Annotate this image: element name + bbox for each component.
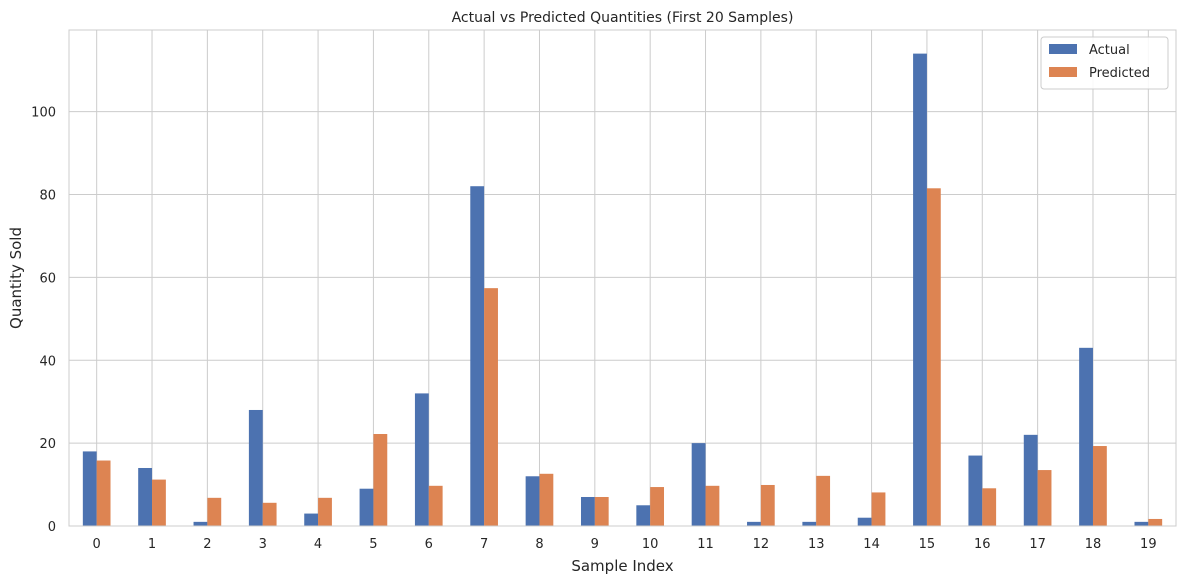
legend-label-actual: Actual [1089,43,1130,58]
y-tick-label: 40 [39,354,56,369]
legend-label-predicted: Predicted [1089,66,1150,81]
legend: Actual Predicted [1040,36,1169,90]
bar-predicted-6 [428,485,443,526]
x-tick-label: 8 [535,537,543,552]
bar-predicted-4 [318,497,332,526]
bar-actual-9 [580,496,595,526]
legend-swatch-actual [1049,44,1077,54]
y-tick-label: 60 [39,271,56,286]
bar-actual-7 [470,186,485,526]
bar-predicted-2 [207,497,222,526]
x-tick-label: 6 [425,537,433,552]
bar-predicted-18 [1092,446,1107,526]
y-tick-label: 100 [31,106,56,121]
bar-actual-10 [636,505,651,526]
x-tick-label: 13 [808,537,825,552]
bar-predicted-19 [1148,518,1163,526]
legend-swatch-predicted [1049,67,1077,77]
y-axis-label: Quantity Sold [7,227,25,329]
bar-predicted-17 [1037,470,1052,526]
chart-title: Actual vs Predicted Quantities (First 20… [452,10,794,26]
bar-actual-3 [248,409,263,526]
bar-actual-2 [193,521,208,526]
x-tick-label: 19 [1140,537,1157,552]
bar-actual-13 [802,521,817,526]
x-tick-label: 11 [697,537,714,552]
y-tick-label: 80 [39,189,56,204]
bar-predicted-8 [539,473,554,526]
x-tick-label: 4 [314,537,322,552]
bar-predicted-9 [594,496,609,526]
x-tick-label: 18 [1085,537,1102,552]
x-tick-label: 3 [259,537,267,552]
x-tick-label: 7 [480,537,488,552]
bar-predicted-11 [705,485,720,526]
bar-predicted-16 [982,488,997,526]
bar-predicted-0 [96,460,111,526]
bar-actual-12 [747,521,761,526]
bar-actual-0 [82,451,97,526]
bar-predicted-15 [926,188,941,526]
bar-predicted-12 [760,484,775,526]
y-tick-label: 20 [39,437,56,452]
x-tick-label: 5 [369,537,377,552]
bar-predicted-10 [650,487,665,526]
plot-frame [68,29,1177,527]
bar-actual-8 [525,476,540,526]
bar-actual-6 [414,393,429,526]
bar-actual-11 [691,443,706,526]
bar-predicted-5 [373,434,388,526]
bar-predicted-1 [152,479,166,526]
bar-actual-17 [1023,434,1038,526]
bar-actual-16 [968,455,983,526]
x-tick-label: 10 [642,537,659,552]
x-tick-label: 17 [1029,537,1046,552]
bar-actual-1 [138,467,153,526]
x-tick-label: 9 [591,537,599,552]
bar-predicted-3 [262,502,277,526]
x-tick-label: 2 [203,537,211,552]
bar-actual-14 [857,517,872,526]
bar-actual-19 [1134,521,1149,526]
bar-actual-15 [913,53,927,526]
x-tick-label: 0 [93,537,101,552]
x-axis-label: Sample Index [571,557,673,575]
x-tick-label: 12 [753,537,770,552]
x-tick-label: 14 [863,537,880,552]
grid-lines [69,30,1176,527]
bar-actual-18 [1079,347,1093,526]
bar-predicted-13 [816,475,831,526]
x-tick-label: 15 [919,537,936,552]
bar-actual-5 [359,488,374,526]
x-tick-label: 1 [148,537,156,552]
bar-predicted-7 [484,288,498,526]
y-tick-label: 0 [48,520,56,535]
bars [82,53,1163,526]
bar-actual-4 [304,513,319,526]
x-tick-label: 16 [974,537,991,552]
bar-predicted-14 [871,492,886,526]
